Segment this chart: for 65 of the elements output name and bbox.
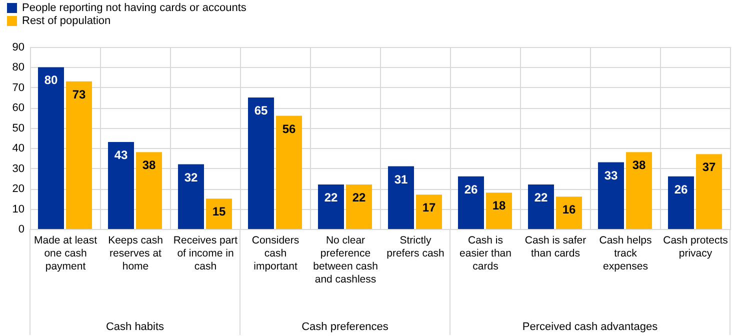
y-tick-label: 60 (12, 102, 24, 114)
text: Cash preferences (302, 321, 389, 333)
bar (556, 196, 582, 229)
data-label: 65 (254, 104, 268, 118)
bar (598, 162, 624, 229)
legend-label: People reporting not having cards or accounts (22, 2, 247, 14)
data-label: 16 (562, 202, 576, 217)
data-label: 15 (212, 204, 226, 219)
data-label: 22 (352, 190, 366, 205)
bar (38, 67, 64, 229)
data-label: 32 (184, 170, 198, 184)
y-tick-label: 50 (12, 122, 24, 134)
bar (528, 184, 554, 229)
bar (318, 184, 344, 229)
bar (626, 152, 652, 229)
bar (206, 198, 232, 229)
x-tick-label: Considers cash important (252, 234, 300, 272)
data-label: 80 (44, 73, 58, 88)
y-tick-label: 90 (12, 42, 24, 54)
text: Perceived cash advantages (522, 321, 658, 333)
data-label: 26 (464, 182, 478, 196)
x-tick-label: No clear preference between cash and cashless (313, 234, 378, 286)
x-tick-label: Cash is easier than cards (460, 234, 512, 272)
legend-label: Rest of population (22, 15, 111, 27)
x-tick-label: Cash is safer than cards (524, 234, 587, 260)
data-label: 22 (534, 190, 548, 205)
bar (276, 116, 302, 229)
bar (458, 176, 484, 229)
y-tick-label: 30 (12, 162, 24, 175)
data-label: 37 (702, 160, 716, 174)
data-label: 38 (632, 158, 646, 172)
data-label: 33 (604, 168, 618, 182)
x-tick-label: Receives part of income in cash (173, 234, 238, 272)
x-tick-label: Made at least one cash payment (34, 234, 98, 272)
data-label: 18 (492, 198, 506, 213)
bar (486, 192, 512, 229)
x-tick-label: Cash protects privacy (663, 234, 728, 260)
y-tick-label: 10 (12, 203, 24, 216)
bar (696, 154, 722, 229)
y-tick-label: 80 (12, 62, 24, 74)
data-label: 56 (282, 122, 296, 136)
bar (178, 164, 204, 229)
y-tick-label: 0 (18, 224, 24, 236)
x-tick-label: Cash helps track expenses (599, 234, 652, 272)
bar (388, 166, 414, 229)
data-label: 73 (72, 87, 86, 102)
bar (108, 142, 134, 229)
y-tick-label: 40 (12, 142, 24, 155)
bar (346, 184, 372, 229)
data-label: 17 (422, 200, 436, 215)
x-tick-label: Keeps cash reserves at home (108, 234, 164, 272)
bar (248, 98, 274, 229)
data-label: 43 (114, 148, 128, 162)
bar (416, 194, 442, 229)
bar (66, 81, 92, 229)
data-label: 22 (324, 190, 338, 205)
bar (136, 152, 162, 229)
data-label: 26 (674, 182, 688, 196)
bar (668, 176, 694, 229)
data-label: 31 (394, 172, 408, 186)
y-tick-label: 20 (12, 183, 24, 196)
text: Cash habits (106, 321, 165, 333)
data-label: 38 (142, 158, 156, 172)
x-tick-label: Strictly prefers cash (386, 234, 445, 260)
y-tick-label: 70 (12, 82, 24, 94)
